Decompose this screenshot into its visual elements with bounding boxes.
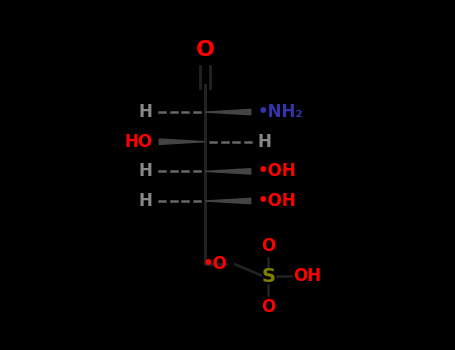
Text: •NH₂: •NH₂ xyxy=(257,103,303,121)
Text: O: O xyxy=(261,298,276,316)
Text: H: H xyxy=(139,103,153,121)
Text: H: H xyxy=(257,133,271,151)
Text: •OH: •OH xyxy=(257,162,296,180)
Polygon shape xyxy=(205,109,251,115)
Polygon shape xyxy=(205,198,251,204)
Text: •OH: •OH xyxy=(257,192,296,210)
Text: •O: •O xyxy=(203,256,228,273)
Text: OH: OH xyxy=(293,267,321,286)
Polygon shape xyxy=(205,169,251,174)
Text: HO: HO xyxy=(125,133,153,151)
Text: H: H xyxy=(139,162,153,180)
Text: O: O xyxy=(196,40,214,60)
Polygon shape xyxy=(159,139,205,145)
Text: O: O xyxy=(261,237,276,255)
Text: S: S xyxy=(262,267,275,286)
Text: H: H xyxy=(139,192,153,210)
